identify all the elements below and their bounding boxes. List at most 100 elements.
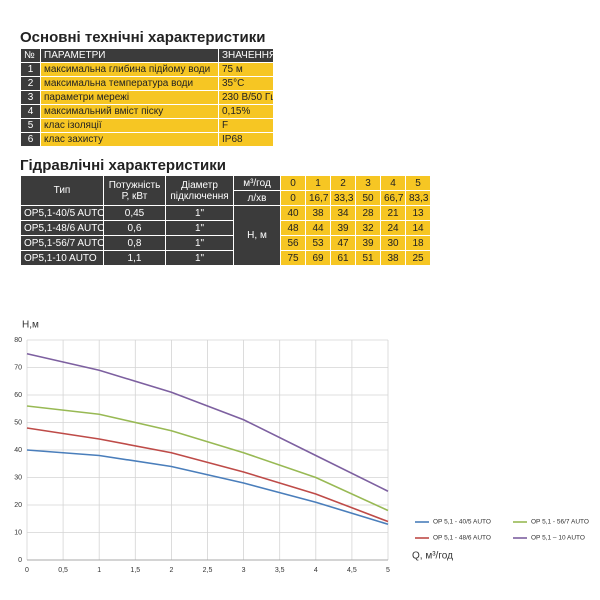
cell: параметри мережі — [40, 90, 219, 105]
head-cell: 39 — [355, 235, 381, 251]
power-cell: 0,8 — [103, 235, 166, 251]
flow-cell: 83,3 — [405, 190, 431, 206]
head-cell: 40 — [280, 205, 306, 221]
head-cell: 51 — [355, 250, 381, 266]
head-cell: 75 — [280, 250, 306, 266]
x-tick-label: 0,5 — [58, 567, 68, 574]
row: OP5,1-56/7 AUTO 0,8 1" 56 53 47 39 30 18 — [20, 235, 431, 251]
y-tick-label: 30 — [14, 474, 22, 481]
cell: клас ізоляції — [40, 118, 219, 133]
chart: 0 10 20 30 40 50 60 70 80 0 0,5 1 1,5 2 2,5 3 3,5 4 4,5 5 H,… — [14, 320, 589, 574]
cell: 2 — [20, 76, 41, 91]
header-cell: ПАРАМЕТРИ — [40, 48, 219, 63]
head-cell: 25 — [405, 250, 431, 266]
cell: максимальна глибина підйому води — [40, 62, 219, 77]
cell: 1 — [20, 62, 41, 77]
x-tick-label: 4 — [314, 567, 318, 574]
power-cell: 0,45 — [103, 205, 166, 221]
hydraulic-table: Тип Потужність Р, кВт Діаметр підключення м… — [20, 175, 431, 266]
head-cell: 13 — [405, 205, 431, 221]
head-cell: 56 — [280, 235, 306, 251]
power-cell: 0,6 — [103, 220, 166, 236]
head-cell: 38 — [305, 205, 331, 221]
head-cell: 38 — [380, 250, 406, 266]
legend-label: OP 5,1 – 10 AUTO — [531, 535, 585, 542]
row: OP5,1-48/6 AUTO 0,6 1" 48 44 39 32 24 14 — [20, 220, 431, 236]
head-cell: 48 — [280, 220, 306, 236]
row: 6 клас захисту IP68 — [20, 132, 274, 147]
head-cell: 44 — [305, 220, 331, 236]
x-tick-label: 3 — [242, 567, 246, 574]
type-cell: OP5,1-56/7 AUTO — [20, 235, 104, 251]
head-cell: 69 — [305, 250, 331, 266]
legend-label: OP 5,1 - 48/6 AUTO — [433, 535, 491, 542]
legend-label: OP 5,1 - 40/5 AUTO — [433, 519, 491, 526]
x-tick-label: 4,5 — [347, 567, 357, 574]
line — [26, 405, 389, 512]
x-tick-label: 2,5 — [203, 567, 213, 574]
x-tick-label: 3,5 — [275, 567, 285, 574]
type-cell: OP5,1-48/6 AUTO — [20, 220, 104, 236]
diameter-cell: 1" — [165, 235, 234, 251]
cell: 4 — [20, 104, 41, 119]
x-axis-label: Q, м³/год — [412, 551, 453, 562]
head-cell: 24 — [380, 220, 406, 236]
cell: максимальний вміст піску — [40, 104, 219, 119]
diameter-cell: 1" — [165, 250, 234, 266]
head-cell: 53 — [305, 235, 331, 251]
head-cell: 18 — [405, 235, 431, 251]
cell: 5 — [20, 118, 41, 133]
head-cell: 30 — [380, 235, 406, 251]
y-tick-label: 50 — [14, 419, 22, 426]
spec-title: Основні технічні характеристики — [20, 29, 266, 46]
cell: 3 — [20, 90, 41, 105]
x-tick-label: 0 — [25, 567, 29, 574]
cell: IP68 — [218, 132, 274, 147]
flow-cell: 33,3 — [330, 190, 356, 206]
head-cell: 28 — [355, 205, 381, 221]
cell: F — [218, 118, 274, 133]
y-tick-label: 60 — [14, 392, 22, 399]
head-cell: 34 — [330, 205, 356, 221]
header-row: № ПАРАМЕТРИ ЗНАЧЕННЯ — [20, 48, 274, 63]
head-cell: 21 — [380, 205, 406, 221]
y-tick-label: 20 — [14, 502, 22, 509]
row: 1 максимальна глибина підйому води 75 м — [20, 62, 274, 77]
flow-cell: 2 — [330, 175, 356, 191]
spec-table: № ПАРАМЕТРИ ЗНАЧЕННЯ 1 максимальна глибина п… — [20, 48, 274, 147]
head-cell: 14 — [405, 220, 431, 236]
line — [26, 352, 389, 492]
type-cell: OP5,1-40/5 AUTO — [20, 205, 104, 221]
row: OP5,1-10 AUTO 1,1 1" 75 69 61 51 38 25 — [20, 250, 431, 266]
flow-cell: 50 — [355, 190, 381, 206]
y-tick-label: 70 — [14, 364, 22, 371]
header-cell: № — [20, 48, 41, 63]
header-row: Тип Потужність Р, кВт Діаметр підключення м… — [20, 175, 431, 206]
cell: 6 — [20, 132, 41, 147]
cell: 230 В/50 Гц — [218, 90, 274, 105]
legend-label: OP 5,1 - 56/7 AUTO — [531, 519, 589, 526]
y-tick-label: 40 — [14, 447, 22, 454]
header-cell: м³/год — [233, 175, 281, 191]
cell: 35°C — [218, 76, 274, 91]
head-label: Н, м — [233, 205, 281, 266]
flow-cell: 5 — [405, 175, 431, 191]
diameter-cell: 1" — [165, 205, 234, 221]
x-tick-label: 2 — [169, 567, 173, 574]
line — [26, 427, 389, 523]
flow-cell: 1 — [305, 175, 331, 191]
flow-cell: 3 — [355, 175, 381, 191]
flow-cell: 0 — [280, 190, 306, 206]
x-tick-label: 5 — [386, 567, 390, 574]
head-cell: 32 — [355, 220, 381, 236]
head-cell: 61 — [330, 250, 356, 266]
row: 4 максимальний вміст піску 0,15% — [20, 104, 274, 119]
diameter-cell: 1" — [165, 220, 234, 236]
cell: клас захисту — [40, 132, 219, 147]
flow-cell: 0 — [280, 175, 306, 191]
line — [26, 449, 389, 526]
type-cell: OP5,1-10 AUTO — [20, 250, 104, 266]
y-tick-label: 10 — [14, 529, 22, 536]
y-axis-label: H,м — [22, 320, 39, 331]
